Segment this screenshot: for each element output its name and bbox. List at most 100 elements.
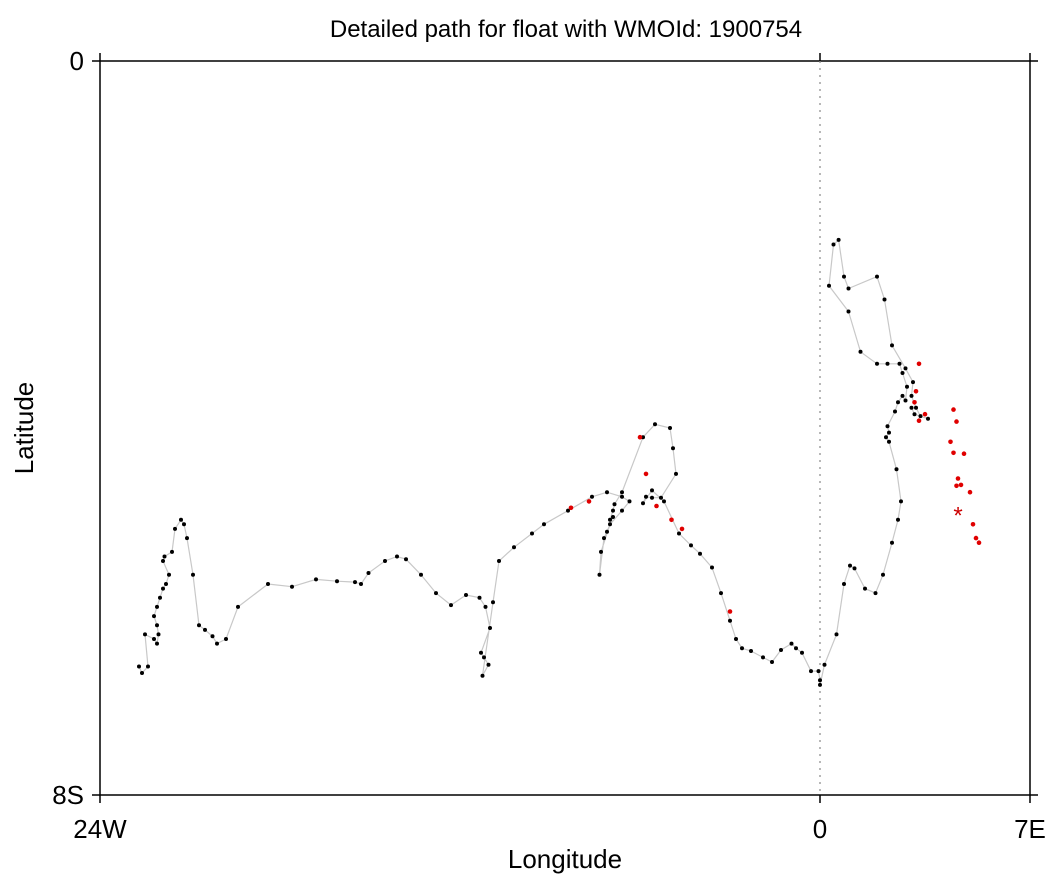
profile-point	[650, 495, 654, 500]
float-trajectory-line	[138, 238, 929, 686]
profile-point	[873, 591, 878, 596]
highlighted-profile-point	[955, 476, 961, 481]
profile-point	[909, 405, 914, 410]
profile-point	[897, 361, 902, 366]
profile-point	[170, 549, 174, 554]
profile-point	[846, 309, 851, 314]
profile-point	[909, 393, 914, 398]
profile-point	[605, 529, 609, 534]
profile-point	[894, 467, 899, 472]
profile-point	[215, 641, 219, 646]
profile-point	[852, 566, 857, 571]
profile-point	[608, 522, 612, 527]
profile-point	[650, 488, 654, 493]
profile-point	[366, 571, 371, 575]
highlighted-profile-point	[954, 483, 959, 489]
profile-point	[602, 536, 606, 541]
profile-point	[627, 499, 632, 504]
profile-point	[359, 582, 363, 586]
profile-point	[143, 632, 147, 637]
profile-point	[896, 400, 900, 405]
profile-point	[590, 494, 594, 499]
profile-point	[842, 274, 846, 279]
profile-point	[911, 380, 915, 385]
x-tick-label: 0	[813, 814, 827, 844]
profile-point	[161, 559, 165, 563]
profile-point	[152, 614, 156, 619]
highlighted-profile-point	[568, 505, 574, 511]
highlighted-profile-point	[951, 450, 956, 456]
profile-point	[266, 582, 270, 586]
profile-point	[875, 361, 879, 366]
profile-point	[464, 593, 468, 597]
profile-point	[698, 551, 702, 556]
profile-point	[395, 554, 399, 559]
profile-point	[800, 650, 804, 655]
profile-point	[896, 517, 900, 522]
highlighted-profile-point	[954, 419, 959, 424]
profile-point	[480, 673, 485, 678]
profile-point	[885, 424, 890, 429]
highlighted-profile-point	[958, 482, 964, 488]
highlighted-profile-point	[669, 517, 674, 523]
profile-point	[659, 495, 663, 500]
profile-point	[885, 361, 890, 366]
profile-point	[167, 572, 171, 577]
profile-point	[848, 563, 852, 568]
profile-point	[734, 637, 738, 641]
chart-title: Detailed path for float with WMOId: 1900…	[330, 16, 802, 43]
profile-point	[749, 649, 753, 653]
profile-point	[479, 650, 483, 655]
x-tick-label: 24W	[73, 814, 127, 844]
profile-point	[608, 517, 612, 522]
profile-point	[794, 646, 798, 651]
profile-point	[914, 405, 918, 410]
profile-point	[599, 549, 603, 554]
profile-point	[740, 646, 744, 651]
highlighted-profile-point	[976, 540, 982, 545]
profile-point	[900, 371, 905, 375]
profile-point	[497, 559, 501, 563]
profile-point	[155, 623, 159, 628]
profile-point	[900, 393, 905, 398]
profile-point	[477, 595, 482, 600]
profile-point	[818, 678, 822, 683]
profile-point	[875, 274, 879, 279]
profile-point	[179, 517, 183, 522]
profile-point	[173, 526, 177, 531]
profile-point	[224, 637, 228, 641]
profile-point	[542, 522, 546, 527]
profile-point	[836, 237, 841, 242]
highlighted-profile-point	[586, 499, 592, 504]
profile-point	[155, 641, 159, 646]
profile-point	[846, 286, 851, 291]
profile-point	[491, 600, 495, 605]
highlighted-profile-point	[916, 361, 922, 367]
profile-point	[890, 540, 894, 545]
profile-point	[816, 669, 821, 674]
highlighted-profile-point	[916, 418, 922, 424]
profile-point	[605, 490, 609, 495]
profile-point	[164, 582, 168, 586]
profile-point	[809, 669, 813, 674]
profile-point	[158, 595, 162, 600]
profile-point	[182, 522, 186, 527]
highlighted-profile-point	[679, 526, 685, 532]
profile-point	[152, 637, 156, 641]
profile-point	[789, 641, 794, 646]
profile-point	[884, 435, 888, 440]
highlighted-profile-point	[967, 489, 973, 495]
profile-point	[842, 582, 846, 586]
profile-point	[611, 508, 615, 513]
profile-point	[689, 543, 693, 548]
profile-point	[905, 384, 909, 389]
y-tick-label: 8S	[52, 780, 84, 810]
highlighted-profile-point	[961, 451, 967, 457]
profile-point	[486, 662, 491, 667]
profile-point	[612, 502, 617, 507]
profile-point	[834, 632, 839, 637]
profile-point	[719, 591, 723, 596]
profile-point	[677, 531, 681, 536]
float-path-layer	[138, 238, 929, 686]
profile-point	[827, 283, 831, 288]
